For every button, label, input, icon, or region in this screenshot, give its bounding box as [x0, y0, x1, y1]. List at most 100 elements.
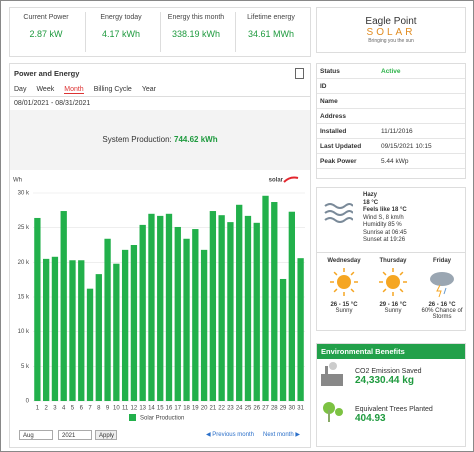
year-select[interactable]: 2021 [58, 430, 92, 440]
info-row: ID [317, 78, 465, 94]
summary-item: Lifetime energy 34.61 MWh [235, 14, 307, 39]
previous-label[interactable]: Previous month [212, 432, 254, 438]
benefits-panel: Environmental Benefits CO2 Emission Save… [316, 343, 466, 447]
x-tick-label: 7 [88, 406, 92, 412]
info-row: Status Active [317, 64, 465, 79]
tree-icon [323, 402, 343, 422]
benefit-label: Equivalent Trees Planted [355, 406, 433, 413]
x-tick-label: 30 [288, 406, 295, 412]
x-tick-label: 18 [183, 406, 190, 412]
bar [34, 217, 41, 401]
logo-tagline: Bringing you the sun [368, 38, 414, 44]
bar [279, 278, 287, 401]
bar [218, 215, 225, 401]
x-tick-label: 20 [201, 406, 208, 412]
forecast-name: Wednesday [327, 258, 361, 264]
info-row: Name [317, 93, 465, 109]
info-label: Last Updated [317, 138, 378, 154]
forecast-day: Wednesday 26 - 15 °C Sunny [320, 258, 368, 314]
info-panel: Status Active ID Name Address Installed 11/11/… [316, 63, 466, 179]
x-tick-label: 25 [245, 406, 252, 412]
summary-value: 338.19 kWh [171, 29, 221, 39]
forecast-desc: 60% Chance of Storms [421, 308, 463, 320]
x-tick-label: 15 [157, 406, 164, 412]
summary-bar: Current Power 2.87 kW Energy today 4.17 kWh… [9, 7, 311, 57]
bar [227, 222, 234, 401]
info-row: Last Updated 09/15/2021 10:15 [317, 138, 465, 154]
forecast-name: Thursday [379, 258, 407, 264]
bar [51, 256, 59, 401]
panel-title: Power and Energy [14, 69, 80, 78]
x-tick-label: 5 [71, 406, 75, 412]
benefit: CO2 Emission Saved 24,330.44 kg [355, 368, 422, 386]
bar [174, 226, 181, 401]
x-tick-label: 21 [210, 406, 217, 412]
next-label[interactable]: Next month [263, 432, 294, 438]
month-select[interactable]: Aug [19, 430, 53, 440]
tab[interactable]: Day [14, 86, 27, 93]
tab[interactable]: Billing Cycle [93, 86, 132, 93]
weather-line: Hazy [363, 192, 378, 198]
x-tick-label: 1 [36, 406, 40, 412]
production-label: System Production: [102, 135, 172, 144]
summary-value: 2.87 kW [29, 29, 63, 39]
brand-mark [283, 176, 299, 183]
weather-panel: Hazy 18 °C Feels like 18 °C Wind S, 8 km/h H… [316, 187, 466, 331]
benefit-label: CO2 Emission Saved [355, 368, 422, 375]
x-tick-label: 19 [192, 406, 199, 412]
benefits-title: Environmental Benefits [317, 344, 465, 359]
date-range: 08/01/2021 - 08/31/2021 [14, 100, 91, 107]
tab[interactable]: Week [36, 86, 55, 93]
bar [113, 263, 120, 401]
legend-label: Solar Production [140, 416, 184, 422]
forecast-day: Friday 26 - 16 °C 60% Chance of Storms [418, 258, 466, 320]
info-label: Address [317, 108, 378, 124]
legend-swatch [129, 414, 136, 421]
divider [160, 12, 161, 52]
y-tick-label: 5 k [21, 364, 30, 370]
summary-item: Energy today 4.17 kWh [85, 14, 157, 39]
tab[interactable]: Year [141, 86, 156, 93]
summary-value: 34.61 MWh [247, 29, 295, 39]
summary-label: Energy this month [167, 14, 225, 21]
weather-line: Sunrise at 06:45 [363, 229, 407, 236]
forecast-desc: Sunny [335, 308, 353, 314]
summary-label: Lifetime energy [247, 14, 295, 21]
info-label: Status [317, 64, 378, 79]
logo: Eagle Point SOLAR Bringing you the sun [316, 7, 466, 53]
x-tick-label: 23 [227, 406, 234, 412]
bar [157, 215, 164, 401]
bar [200, 249, 208, 401]
x-tick-label: 27 [262, 406, 269, 412]
info-row: Installed 11/11/2016 [317, 123, 465, 139]
x-tick-label: 11 [122, 406, 129, 412]
y-tick-label: 25 k [18, 225, 30, 231]
x-tick-label: 17 [174, 406, 181, 412]
previous-month[interactable]: ◀ Previous month [206, 432, 254, 438]
forecast-temp: 26 - 15 °C [330, 302, 358, 308]
x-tick-label: 31 [297, 406, 304, 412]
x-tick-label: 3 [53, 406, 57, 412]
bar [78, 260, 85, 401]
x-tick-label: 24 [236, 406, 243, 412]
logo-line2: SOLAR [366, 27, 416, 38]
export-icon[interactable] [295, 68, 304, 79]
info-value: 09/15/2021 10:15 [378, 138, 465, 154]
bar [43, 258, 50, 401]
info-value [378, 78, 465, 94]
brand: solar [269, 178, 284, 184]
apply-button[interactable]: Apply [95, 430, 117, 440]
y-axis-label: Wh [13, 178, 22, 184]
x-tick-label: 22 [218, 406, 225, 412]
y-tick-label: 10 k [18, 329, 30, 335]
bar [86, 288, 94, 401]
production-box: System Production: 744.62 kWh [10, 110, 310, 170]
bar [69, 260, 76, 401]
bar [209, 211, 217, 401]
y-tick-label: 15 k [18, 295, 30, 301]
next-month[interactable]: Next month ▶ [263, 432, 300, 438]
tab[interactable]: Month [64, 86, 84, 94]
y-tick-label: 0 [26, 399, 30, 405]
x-tick-label: 2 [44, 406, 48, 412]
